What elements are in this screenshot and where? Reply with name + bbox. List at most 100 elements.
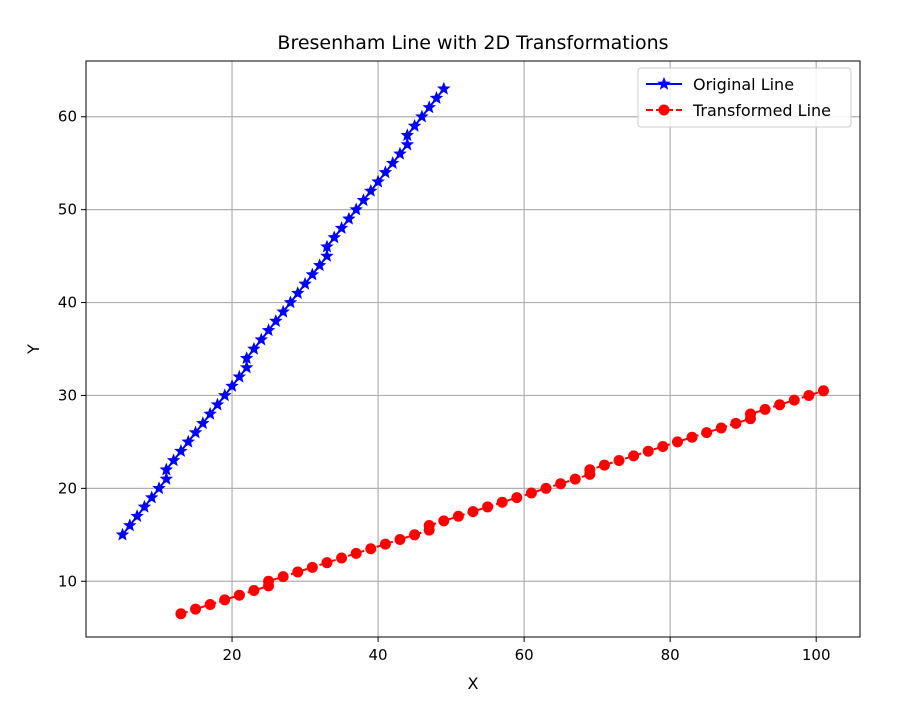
legend-label: Transformed Line bbox=[692, 101, 831, 120]
data-point bbox=[298, 276, 312, 290]
data-point bbox=[817, 385, 829, 397]
axis-ticks: 20 40 60 80 100 10 20 30 40 50 60 bbox=[58, 108, 831, 664]
data-point bbox=[613, 454, 625, 466]
chart-title: Bresenham Line with 2D Transformations bbox=[277, 32, 668, 54]
data-point bbox=[263, 575, 275, 587]
legend-marker bbox=[657, 76, 671, 90]
data-point bbox=[496, 496, 508, 508]
data-point bbox=[423, 520, 435, 532]
data-point bbox=[181, 434, 195, 448]
x-tick-label: 60 bbox=[515, 646, 534, 664]
data-point bbox=[715, 422, 727, 434]
data-point bbox=[511, 492, 523, 504]
data-point bbox=[744, 408, 756, 420]
data-point bbox=[730, 417, 742, 429]
data-point bbox=[137, 499, 152, 513]
data-point bbox=[239, 360, 254, 374]
data-point bbox=[438, 515, 450, 527]
data-point bbox=[130, 509, 144, 522]
data-point bbox=[385, 156, 400, 169]
data-point bbox=[196, 416, 210, 430]
data-point bbox=[203, 406, 217, 420]
data-point bbox=[254, 332, 268, 346]
data-point bbox=[569, 473, 581, 485]
data-point bbox=[204, 598, 216, 610]
y-tick-label: 20 bbox=[58, 479, 77, 497]
y-tick-label: 50 bbox=[58, 201, 77, 219]
data-point bbox=[283, 295, 298, 309]
legend-item: Original Line bbox=[646, 75, 794, 94]
data-point bbox=[233, 589, 245, 601]
data-point bbox=[247, 341, 261, 355]
data-point bbox=[217, 388, 232, 402]
data-point bbox=[409, 529, 421, 541]
x-tick-label: 100 bbox=[802, 646, 831, 664]
x-tick-label: 40 bbox=[369, 646, 388, 664]
y-axis-label: Y bbox=[24, 344, 43, 355]
legend-label: Original Line bbox=[693, 75, 794, 94]
data-point bbox=[759, 403, 771, 415]
data-point bbox=[701, 427, 713, 439]
data-point bbox=[671, 436, 683, 448]
legend-marker bbox=[658, 104, 670, 116]
data-point bbox=[291, 286, 305, 299]
x-tick-label: 80 bbox=[661, 646, 680, 664]
y-tick-label: 40 bbox=[58, 294, 77, 312]
data-point bbox=[393, 146, 407, 160]
data-point bbox=[327, 230, 342, 244]
data-point bbox=[356, 193, 371, 207]
data-point bbox=[657, 441, 669, 453]
data-point bbox=[774, 399, 786, 411]
data-point bbox=[276, 304, 290, 318]
data-point bbox=[320, 249, 334, 262]
data-point bbox=[188, 425, 203, 439]
data-point bbox=[378, 165, 393, 179]
data-point bbox=[123, 518, 137, 532]
x-tick-label: 20 bbox=[222, 646, 241, 664]
data-point bbox=[277, 571, 289, 583]
data-point bbox=[175, 608, 187, 620]
data-point bbox=[225, 379, 239, 392]
series-layer bbox=[115, 81, 829, 620]
legend-item: Transformed Line bbox=[646, 101, 831, 120]
data-point bbox=[312, 258, 327, 272]
data-point bbox=[306, 561, 318, 573]
data-point bbox=[467, 506, 479, 518]
y-tick-label: 30 bbox=[58, 386, 77, 404]
data-point bbox=[210, 397, 225, 411]
y-tick-label: 60 bbox=[58, 108, 77, 126]
data-point bbox=[400, 137, 415, 151]
data-point bbox=[415, 109, 429, 123]
data-point bbox=[159, 471, 174, 485]
data-point bbox=[320, 239, 334, 253]
data-point bbox=[379, 538, 391, 550]
legend-box bbox=[637, 67, 852, 128]
data-point bbox=[394, 533, 406, 545]
data-point bbox=[422, 100, 436, 114]
data-point bbox=[371, 174, 385, 188]
data-point bbox=[642, 445, 654, 457]
data-point bbox=[144, 490, 159, 504]
data-point bbox=[584, 464, 596, 476]
data-point bbox=[364, 183, 378, 197]
data-point bbox=[342, 211, 356, 225]
data-point bbox=[261, 323, 276, 337]
data-point bbox=[321, 557, 333, 569]
data-point bbox=[269, 314, 283, 327]
data-point bbox=[350, 547, 362, 559]
data-point bbox=[219, 594, 231, 606]
data-point bbox=[166, 453, 181, 467]
data-point bbox=[365, 543, 377, 555]
data-point bbox=[437, 81, 451, 95]
data-point bbox=[628, 450, 640, 462]
data-point bbox=[452, 510, 464, 522]
data-point bbox=[686, 431, 698, 443]
data-point bbox=[788, 394, 800, 406]
data-point bbox=[555, 478, 567, 490]
series-1 bbox=[115, 81, 451, 541]
data-point bbox=[540, 482, 552, 494]
data-point bbox=[292, 566, 304, 578]
data-point bbox=[248, 585, 260, 597]
data-point bbox=[349, 202, 363, 216]
data-point bbox=[400, 128, 415, 142]
